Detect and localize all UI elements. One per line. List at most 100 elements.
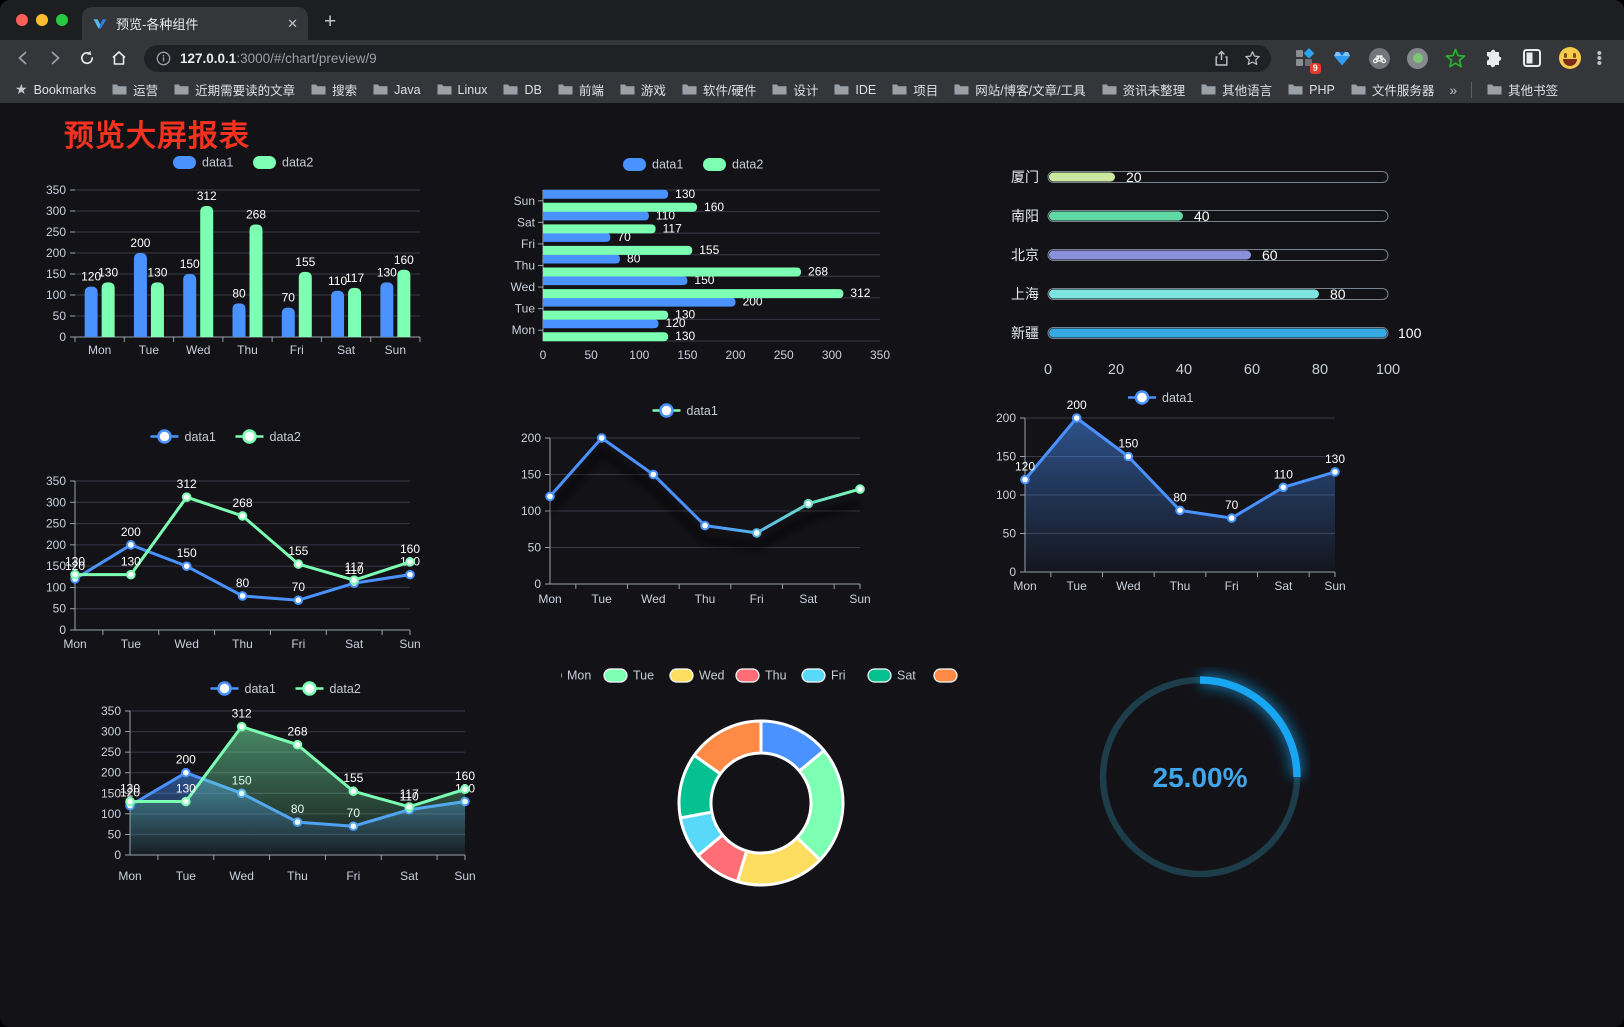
bookmark-folder[interactable]: 前端 [551,77,611,102]
svg-text:120: 120 [81,270,101,284]
bookmark-folder[interactable]: 搜索 [304,77,364,102]
address-bar[interactable]: 127.0.0.1:3000/#/chart/preview/9 [144,44,1271,72]
bookmark-folder[interactable]: DB [496,80,548,100]
folder-icon [1102,84,1117,95]
url-path: :3000/#/chart/preview/9 [236,50,377,66]
svg-text:110: 110 [345,563,364,577]
bookmark-folder-label: 软件/硬件 [702,84,757,98]
folder-icon [682,84,697,95]
emoji-extension-icon[interactable] [1557,45,1583,71]
forward-button[interactable] [42,45,68,71]
gauge-chart[interactable]: 25.00% [1090,667,1310,887]
browser-tab[interactable]: 预览-各种组件 ✕ [82,7,308,40]
bookmark-folder[interactable]: PHP [1281,80,1342,100]
svg-text:Sun: Sun [385,343,406,357]
folder-icon [892,84,907,95]
svg-text:100: 100 [521,504,541,518]
svg-text:150: 150 [694,273,714,287]
svg-text:130: 130 [377,265,397,279]
bookmark-folder[interactable]: Linux [430,80,495,100]
puzzle-extensions-icon[interactable] [1481,45,1507,71]
svg-text:100: 100 [629,348,649,362]
bookmark-folder[interactable]: IDE [827,80,883,100]
single-series-area-chart[interactable]: 0 50 100 150 200 Mon Tue Wed Thu Fri Sat Sun 120 200 1… [975,383,1350,598]
gem-extension-icon[interactable] [1329,45,1355,71]
two-series-line-chart[interactable]: 0 50 100 150 200 250 300 350 Mon Tue Wed Thu Fri Sat S… [30,421,425,656]
svg-text:130: 130 [120,782,140,796]
svg-text:70: 70 [1225,498,1239,512]
url-text[interactable]: 127.0.0.1:3000/#/chart/preview/9 [180,51,1199,66]
command-extension-icon[interactable] [1367,45,1393,71]
bookmark-folder[interactable]: 运营 [105,77,165,102]
other-bookmarks-folder[interactable]: 其他书签 [1480,77,1565,102]
new-tab-button[interactable]: + [324,10,337,33]
svg-text:160: 160 [394,253,414,267]
bookmarks-root[interactable]: ★ Bookmarks [8,78,103,101]
svg-text:0: 0 [534,577,541,591]
close-window-button[interactable] [16,14,28,26]
page-title: 预览大屏报表 [64,120,250,153]
grouped-bar-chart[interactable]: 0 50 100 150 200 250 300 350 Mon Tue Wed Thu Fri Sat S… [30,150,460,362]
svg-text:Wed: Wed [186,343,210,357]
svg-text:Tue: Tue [633,669,654,683]
folder-icon [1288,84,1303,95]
minimize-window-button[interactable] [36,14,48,26]
bookmark-star-icon[interactable] [1244,50,1261,67]
bookmarks-overflow-chevron[interactable]: » [1449,81,1458,98]
bookmark-folder[interactable]: 资讯未整理 [1095,77,1193,102]
svg-text:Fri: Fri [290,343,304,357]
side-panel-icon[interactable] [1519,45,1545,71]
bookmark-folder[interactable]: 近期需要读的文章 [167,77,302,102]
share-icon[interactable] [1213,50,1230,67]
svg-text:Tue: Tue [139,343,160,357]
svg-text:0: 0 [1044,362,1052,378]
gradient-line-chart[interactable]: 0 50 100 150 200 Mon Tue Wed Thu Fri Sat Sun data1 [497,396,877,611]
green-dot-extension-icon[interactable] [1405,45,1431,71]
progress-bar-chart[interactable]: 厦门 20 南阳 40 北京 60 上海 80 新疆 100 0 20 40 60 80 100 [975,158,1430,393]
svg-text:50: 50 [528,541,542,555]
bookmark-folder[interactable]: 其他语言 [1194,77,1279,102]
svg-text:350: 350 [46,183,66,197]
home-button[interactable] [106,45,132,71]
reload-button[interactable] [74,45,100,71]
green-star-extension-icon[interactable] [1443,45,1469,71]
svg-text:268: 268 [287,725,307,739]
browser-toolbar: 127.0.0.1:3000/#/chart/preview/9 9 [0,40,1624,76]
svg-text:50: 50 [584,348,598,362]
svg-text:Sat: Sat [345,637,364,651]
svg-text:Sun: Sun [454,869,475,883]
svg-text:Mon: Mon [63,637,86,651]
svg-text:Mon: Mon [1013,579,1036,593]
folder-icon [834,84,849,95]
svg-text:Wed: Wed [229,869,253,883]
svg-text:data1: data1 [687,404,718,418]
svg-text:Sat: Sat [400,869,419,883]
bookmark-folder[interactable]: 游戏 [613,77,673,102]
two-series-area-chart[interactable]: 0 50 100 150 200 250 300 350 Mon Tue Wed Thu Fri Sat S… [95,673,480,888]
bookmark-folder[interactable]: 网站/博客/文章/工具 [947,77,1092,102]
svg-text:130: 130 [65,555,85,569]
svg-text:Wed: Wed [174,637,198,651]
svg-text:Tue: Tue [176,869,197,883]
horizontal-bar-chart[interactable]: Sun Sat Fri Thu Wed Tue Mon 0 50 100 150 200 250 300 3… [495,155,895,367]
svg-text:200: 200 [176,753,196,767]
browser-menu-icon[interactable]: • • • [1596,44,1602,72]
bookmark-folder[interactable]: 文件服务器 [1344,77,1442,102]
svg-text:268: 268 [246,207,266,221]
svg-text:Wed: Wed [699,669,725,683]
bookmark-folder[interactable]: Java [366,80,427,100]
svg-text:200: 200 [726,348,746,362]
grid-extension-icon[interactable]: 9 [1291,45,1321,74]
svg-text:200: 200 [996,411,1016,425]
svg-text:350: 350 [870,348,890,362]
tab-close-icon[interactable]: ✕ [287,15,298,31]
svg-text:50: 50 [53,602,67,616]
back-button[interactable] [10,45,36,71]
bookmark-folder[interactable]: 项目 [885,77,945,102]
site-info-icon[interactable] [156,51,171,66]
bookmark-folder[interactable]: 软件/硬件 [675,77,763,102]
maximize-window-button[interactable] [56,14,68,26]
bookmark-folder[interactable]: 设计 [765,77,825,102]
